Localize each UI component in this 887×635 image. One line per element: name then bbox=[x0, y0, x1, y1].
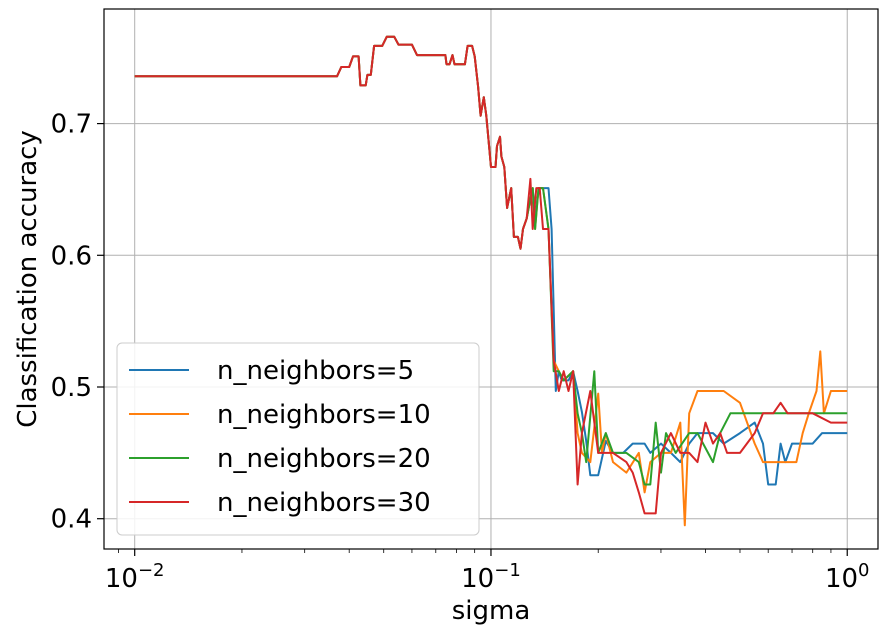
y-tick-label: 0.7 bbox=[51, 110, 92, 140]
legend-box bbox=[116, 342, 480, 536]
y-tick-label: 0.4 bbox=[51, 505, 92, 535]
legend-label-2: n_neighbors=10 bbox=[217, 400, 431, 430]
y-tick-label: 0.6 bbox=[51, 241, 92, 271]
x-tick-label: 10−2 bbox=[105, 560, 165, 594]
series-line-4 bbox=[134, 35, 848, 515]
x-tick-label: 100 bbox=[825, 560, 870, 594]
y-tick-label: 0.5 bbox=[51, 373, 92, 403]
legend-label-1: n_neighbors=5 bbox=[217, 356, 414, 386]
series-lines bbox=[134, 35, 848, 527]
y-axis-title: Classification accuracy bbox=[13, 130, 43, 428]
x-axis-title: sigma bbox=[452, 596, 531, 626]
legend-label-3: n_neighbors=20 bbox=[217, 444, 431, 474]
axis-ticks: 10−2 10−1 100 0.4 0.5 0.6 0.7 bbox=[51, 110, 870, 594]
legend-label-4: n_neighbors=30 bbox=[217, 488, 431, 518]
x-tick-label: 10−1 bbox=[461, 560, 521, 594]
legend: n_neighbors=5 n_neighbors=10 n_neighbors=2… bbox=[116, 342, 480, 536]
